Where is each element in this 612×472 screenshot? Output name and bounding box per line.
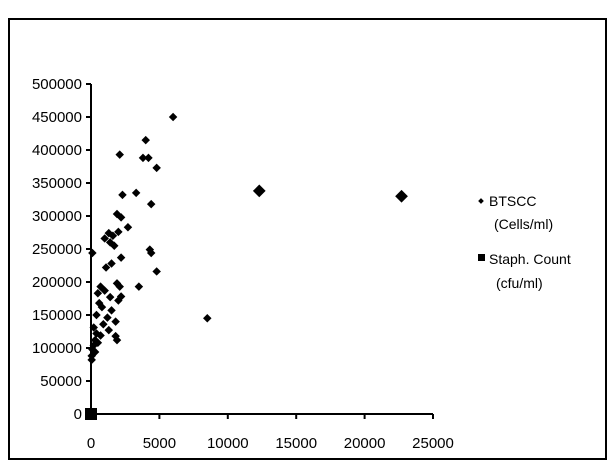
y-tick-label: 450000 <box>32 109 82 126</box>
data-point-btscc <box>116 253 126 262</box>
data-point-btscc <box>141 135 150 145</box>
data-point-btscc <box>395 189 408 203</box>
data-point-btscc <box>134 282 144 291</box>
data-point-btscc <box>92 310 101 320</box>
x-tick-label: 5000 <box>143 435 176 452</box>
x-tick-label: 15000 <box>275 435 317 452</box>
y-axis-ticks: 0 50000 100000 150000 200000 250000 300000 3500… <box>32 76 91 423</box>
legend-marker-diamond <box>478 198 484 204</box>
legend-label: Staph. Count <box>489 251 571 267</box>
data-point-btscc <box>146 248 156 258</box>
data-point-btscc <box>131 188 141 198</box>
data-point-btscc <box>100 286 109 295</box>
data-point-btscc <box>168 112 178 122</box>
data-point-btscc <box>103 313 112 322</box>
data-point-btscc <box>101 263 111 272</box>
data-point-btscc <box>97 302 107 312</box>
data-point-btscc <box>110 241 119 250</box>
y-tick-label: 100000 <box>32 340 82 357</box>
data-point-btscc <box>87 355 96 365</box>
data-point-btscc <box>105 292 115 302</box>
data-point-btscc <box>118 190 127 200</box>
data-point-btscc <box>99 319 108 329</box>
data-point-btscc <box>89 323 98 332</box>
data-point-btscc <box>107 306 116 315</box>
plot-area: 0500001000001500002000002500003000003500… <box>32 76 454 452</box>
data-point-btscc <box>138 153 148 163</box>
legend-marker-square <box>478 254 485 261</box>
y-tick-label: 250000 <box>32 241 82 258</box>
data-point-btscc <box>107 259 116 268</box>
legend: BTSCC (Cells/ml) Staph. Count (cfu/ml) <box>478 193 571 291</box>
y-tick-label: 350000 <box>32 175 82 192</box>
legend-label: (cfu/ml) <box>496 275 543 291</box>
data-point-btscc <box>115 282 124 291</box>
y-tick-label: 200000 <box>32 274 82 291</box>
y-tick-label: 500000 <box>32 76 82 93</box>
data-point-btscc <box>88 248 97 258</box>
data-point-btscc <box>112 335 122 345</box>
data-points <box>85 112 408 420</box>
data-point-btscc <box>123 222 133 232</box>
data-point-btscc <box>252 184 266 198</box>
data-point-btscc <box>152 267 161 276</box>
data-point-btscc <box>152 163 161 173</box>
legend-label: (Cells/ml) <box>494 216 553 232</box>
data-point-btscc <box>100 234 109 243</box>
data-point-btscc <box>96 331 105 340</box>
data-point-btscc <box>203 314 212 323</box>
data-point-btscc <box>115 150 124 159</box>
legend-item-staph-count: Staph. Count (cfu/ml) <box>478 251 571 291</box>
chart-frame <box>8 18 607 460</box>
data-point-btscc <box>144 153 153 163</box>
x-tick-label: 20000 <box>344 435 386 452</box>
legend-item-btscc: BTSCC (Cells/ml) <box>478 193 553 232</box>
x-tick-label: 10000 <box>207 435 249 452</box>
y-tick-label: 400000 <box>32 142 82 159</box>
y-tick-label: 50000 <box>40 373 82 390</box>
y-tick-label: 300000 <box>32 208 82 225</box>
legend-label: BTSCC <box>489 193 536 209</box>
x-tick-label: 25000 <box>412 435 454 452</box>
data-point-btscc <box>116 213 126 222</box>
data-point-staph-count <box>85 408 97 420</box>
y-tick-label: 150000 <box>32 307 82 324</box>
data-point-btscc <box>116 292 126 301</box>
data-point-btscc <box>108 231 118 241</box>
data-point-btscc <box>104 325 114 335</box>
data-point-btscc <box>93 288 103 298</box>
data-point-btscc <box>146 199 156 209</box>
y-tick-label: 0 <box>74 406 82 423</box>
data-point-btscc <box>114 227 123 237</box>
x-tick-label: 0 <box>87 435 95 452</box>
data-point-btscc <box>111 317 120 326</box>
x-axis-ticks: 0 5000 10000 15000 20000 25000 <box>87 414 454 452</box>
